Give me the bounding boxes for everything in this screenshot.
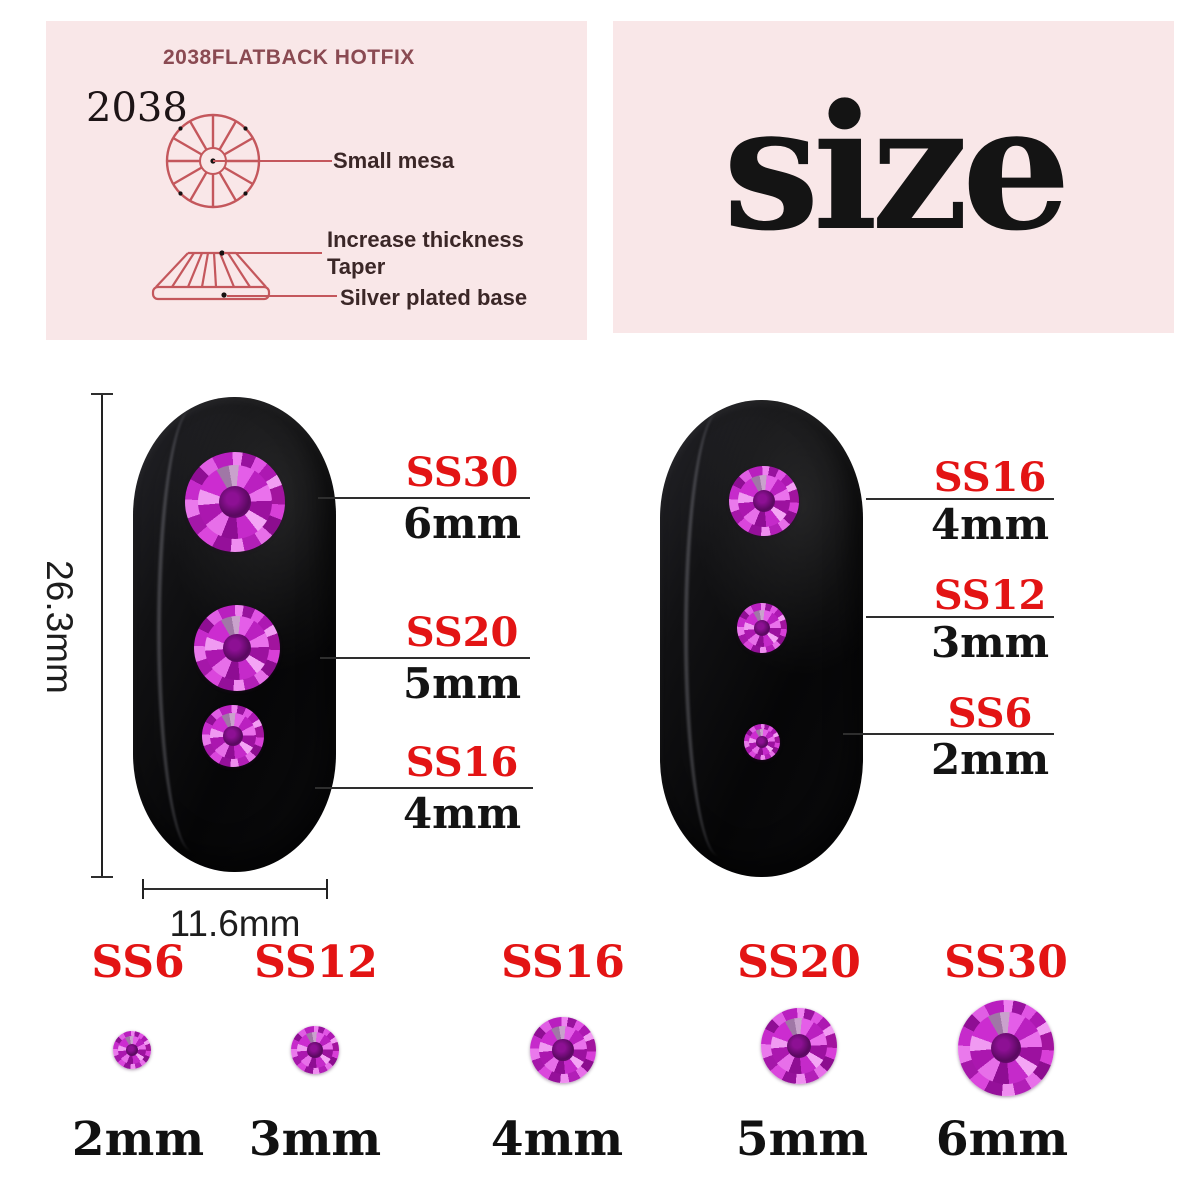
size-row-ss-label: SS30 bbox=[944, 937, 1068, 988]
callout-mm-label: 4mm bbox=[930, 500, 1050, 549]
size-row-ss-label: SS12 bbox=[254, 937, 378, 988]
callout-mm-label: 3mm bbox=[930, 618, 1050, 667]
width-dim-tick-right bbox=[326, 879, 328, 899]
callout-ss-label: SS16 bbox=[933, 454, 1047, 501]
rhinestone-side-view-diagram bbox=[151, 250, 271, 301]
size-panel: size bbox=[613, 21, 1174, 333]
width-dim-tick-left bbox=[142, 879, 144, 899]
rhinestone-sample-ss16 bbox=[530, 1017, 596, 1083]
height-dim-cap-top bbox=[91, 393, 113, 395]
callout-line bbox=[843, 733, 1054, 735]
rhinestone-sample-ss12 bbox=[291, 1026, 339, 1074]
mesa-label: Small mesa bbox=[333, 148, 455, 173]
rhinestone-sample-ss30 bbox=[958, 1000, 1054, 1096]
callout-ss-label: SS20 bbox=[405, 609, 519, 656]
rhinestone-ss6-on-nail bbox=[744, 724, 780, 760]
base-label: Silver plated base bbox=[340, 285, 528, 310]
callout-line bbox=[320, 657, 530, 659]
callout-mm-label: 2mm bbox=[930, 735, 1050, 784]
width-dimension-line bbox=[142, 888, 328, 890]
size-row-mm-label: 2mm bbox=[71, 1112, 205, 1167]
callout-line bbox=[866, 498, 1054, 500]
size-row-mm-label: 5mm bbox=[735, 1112, 869, 1167]
callout-ss-label: SS30 bbox=[405, 449, 519, 496]
callout-line bbox=[315, 787, 533, 789]
callout-ss-label: SS12 bbox=[933, 572, 1047, 619]
size-row-ss-label: SS20 bbox=[737, 937, 861, 988]
callout-line bbox=[318, 497, 530, 499]
size-row-mm-label: 4mm bbox=[490, 1112, 624, 1167]
panel-title: 2038FLATBACK HOTFIX bbox=[163, 46, 415, 69]
size-row-mm-label: 3mm bbox=[248, 1112, 382, 1167]
rhinestone-ss16-on-nail bbox=[729, 466, 799, 536]
callout-mm-label: 5mm bbox=[402, 659, 522, 708]
nail-height-label: 26.3mm bbox=[39, 560, 80, 694]
size-row-ss-label: SS16 bbox=[501, 937, 625, 988]
callout-line bbox=[866, 616, 1054, 618]
size-row-ss-label: SS6 bbox=[91, 937, 185, 988]
callout-ss-label: SS16 bbox=[405, 739, 519, 786]
callout-ss-label: SS6 bbox=[947, 690, 1033, 737]
callout-mm-label: 4mm bbox=[402, 789, 522, 838]
rhinestone-ss20-on-nail bbox=[194, 605, 280, 691]
thickness-leader-line bbox=[224, 252, 322, 254]
nail-width-label: 11.6mm bbox=[169, 903, 301, 944]
height-dim-cap-bottom bbox=[91, 876, 113, 878]
info-panel: 2038FLATBACK HOTFIX 2038 Small mesa bbox=[46, 21, 587, 340]
rhinestone-sample-ss20 bbox=[761, 1008, 837, 1084]
callout-mm-label: 6mm bbox=[402, 499, 522, 548]
size-heading: size bbox=[722, 66, 1071, 269]
taper-label: Taper bbox=[327, 254, 386, 279]
mesa-leader-line bbox=[213, 160, 332, 162]
rhinestone-top-view-diagram bbox=[165, 113, 261, 209]
rhinestone-ss16-on-nail bbox=[202, 705, 264, 767]
rhinestone-ss12-on-nail bbox=[737, 603, 787, 653]
rhinestone-ss30-on-nail bbox=[185, 452, 285, 552]
base-leader-line bbox=[227, 295, 337, 297]
model-number: 2038 bbox=[86, 85, 188, 131]
rhinestone-sample-ss6 bbox=[113, 1031, 151, 1069]
thickness-label: Increase thickness bbox=[327, 227, 524, 252]
height-dimension-line bbox=[101, 393, 103, 878]
size-row-mm-label: 6mm bbox=[935, 1112, 1069, 1167]
